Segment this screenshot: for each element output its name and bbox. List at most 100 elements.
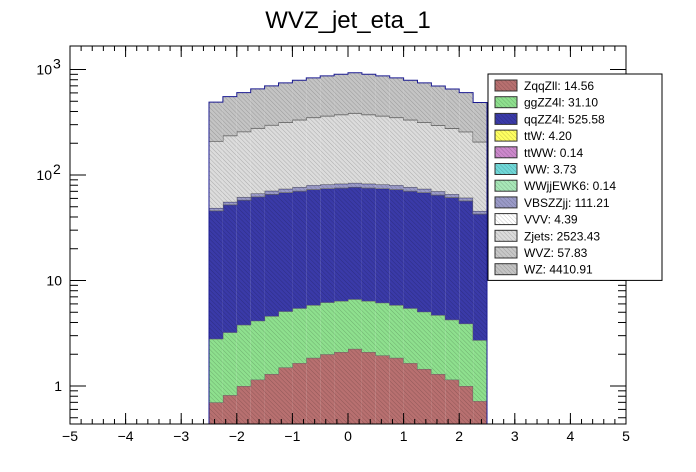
bar-hatch [222, 204, 237, 333]
series-2 [208, 186, 488, 424]
bar-hatch [473, 102, 487, 142]
y-tick-exponent: 2 [53, 161, 61, 177]
legend-swatch-hatch [495, 196, 517, 208]
bar-hatch [361, 114, 376, 184]
bar-hatch [389, 185, 404, 190]
bar-hatch [236, 197, 251, 200]
bar-hatch [334, 300, 348, 353]
bar-hatch [417, 82, 432, 123]
bar-hatch [306, 189, 321, 306]
legend-swatch-hatch [495, 263, 517, 275]
bar-hatch [209, 208, 223, 211]
bar-hatch [459, 323, 474, 386]
legend-label: VVV: 4.39 [524, 213, 578, 227]
bar-hatch [250, 193, 265, 197]
bar-hatch [334, 74, 348, 115]
legend-entry: WVZ: 57.83 [494, 246, 588, 260]
bar-hatch [209, 141, 223, 208]
bar-hatch [389, 189, 404, 306]
bar-hatch [334, 114, 348, 184]
bar-hatch [417, 122, 432, 189]
legend-label: ZqqZll: 14.56 [524, 79, 594, 93]
bar-hatch [361, 74, 376, 115]
x-tick-label: 1 [400, 428, 408, 444]
bar-hatch [320, 188, 335, 303]
bar-hatch [431, 125, 446, 192]
bar-hatch [431, 85, 446, 126]
bar-hatch [473, 401, 487, 424]
legend-label: qqZZ4l: 525.58 [524, 112, 605, 126]
bar-hatch [250, 128, 265, 194]
bar-hatch [306, 185, 321, 190]
legend-label: ttW: 4.20 [524, 129, 572, 143]
legend-entry: WWjjEWK6: 0.14 [494, 179, 616, 193]
bar-hatch [431, 194, 446, 316]
legend-swatch-hatch [495, 247, 517, 258]
legend-swatch-hatch [495, 230, 517, 242]
bar-hatch [306, 357, 321, 424]
x-tick-label: −4 [118, 428, 134, 444]
x-tick-label: 3 [511, 428, 519, 444]
bar-hatch [403, 191, 418, 309]
bar-hatch [389, 77, 404, 118]
y-tick-label: 1 [54, 378, 62, 394]
bar-hatch [459, 197, 474, 201]
chart-title: WVZ_jet_eta_1 [265, 7, 430, 34]
bar-hatch [236, 131, 251, 197]
bar-hatch [292, 363, 307, 424]
bar-hatch [306, 77, 321, 118]
bar-hatch [222, 201, 237, 205]
bar-hatch [278, 122, 293, 189]
bar-hatch [417, 311, 432, 369]
x-tick-label: −1 [284, 428, 300, 444]
bar-hatch [334, 183, 348, 188]
bar-hatch [417, 368, 432, 424]
y-tick-exponent: 3 [53, 56, 61, 72]
bar-hatch [361, 300, 376, 353]
legend-swatch-hatch [495, 130, 517, 142]
y-tick-label: 10 [36, 167, 52, 183]
legend-label: WZ: 4410.91 [524, 263, 593, 277]
legend-entry: Zjets: 2523.43 [494, 229, 600, 243]
bar-hatch [278, 82, 293, 123]
bar-hatch [403, 363, 418, 424]
legend-box [487, 73, 663, 281]
bar-hatch [445, 194, 460, 198]
legend: ZqqZll: 14.56 ggZZ4l: 31.10 qqZZ4l: 525.58… [487, 73, 663, 281]
bar-hatch [222, 96, 237, 136]
bar-hatch [320, 302, 335, 355]
series-outline [208, 72, 488, 424]
bar-hatch [403, 308, 418, 364]
bar-hatch [236, 386, 251, 424]
y-tick-label: 10 [36, 62, 52, 78]
x-tick-label: 0 [344, 428, 352, 444]
x-tick-label: −2 [229, 428, 245, 444]
bar-hatch [250, 379, 265, 424]
bar-hatch [222, 135, 237, 202]
series-0 [208, 348, 488, 424]
series-9 [208, 112, 488, 424]
bar-hatch [236, 92, 251, 132]
bar-hatch [209, 102, 223, 141]
bar-hatch [334, 352, 348, 424]
legend-entry: WW: 3.73 [494, 163, 577, 177]
legend-swatch-hatch [495, 113, 517, 125]
bar-hatch [222, 395, 237, 424]
bar-hatch [264, 190, 279, 195]
bar-hatch [250, 196, 265, 321]
legend-swatch-hatch [495, 96, 517, 108]
x-tick-label: −3 [173, 428, 189, 444]
bar-hatch [264, 85, 279, 125]
x-tick-label: 4 [567, 428, 575, 444]
bar-hatch [403, 80, 418, 120]
legend-entry: VVV: 4.39 [494, 213, 578, 227]
bar-hatch [389, 305, 404, 358]
bar-hatch [292, 80, 307, 120]
legend-label: WW: 3.73 [524, 163, 577, 177]
bar-hatch [236, 200, 251, 325]
bar-hatch [459, 200, 474, 324]
legend-entry: ttWW: 0.14 [494, 146, 583, 160]
legend-swatch-hatch [495, 163, 517, 175]
bar-hatch [292, 187, 307, 191]
